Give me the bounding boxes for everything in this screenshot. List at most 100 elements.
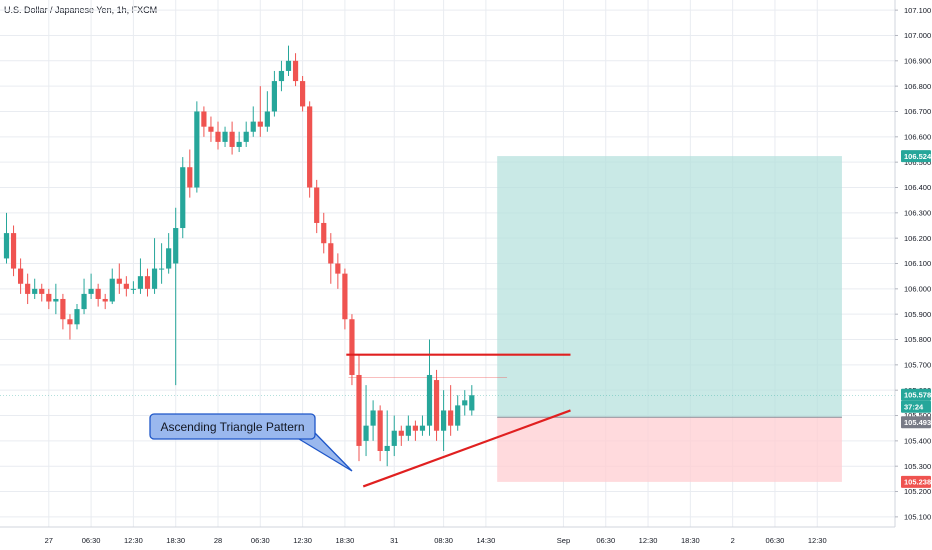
price-tick-label: 105.500 [904,411,931,420]
candle-body [448,410,454,426]
candle-body [236,141,242,147]
candle-body [187,167,193,188]
candle-body [243,131,249,142]
candle-body [67,319,73,325]
support-line [362,409,571,488]
candle-body [180,167,186,229]
bar-countdown-badge: 37:24 [904,402,924,411]
triangle-trendlines[interactable] [346,353,571,488]
candle-body [3,233,10,259]
price-tick-label: 105.300 [904,462,931,471]
candle-body [53,298,59,302]
stop-price-badge-bg [901,475,931,488]
candle-body [81,293,87,310]
time-tick-label: 12:30 [808,536,827,545]
candle-body [391,430,397,446]
time-tick-label: 2 [731,536,735,545]
candle-body [419,425,426,431]
candle-body [314,187,320,223]
candle-body [377,410,383,451]
candles [3,45,475,467]
candle-body [25,283,31,294]
candle-body [201,111,207,127]
candle-body [173,228,179,264]
candle-body [159,268,165,270]
position-zones[interactable] [497,156,842,482]
time-tick-label: Sep [557,536,570,545]
candle-body [32,288,38,294]
time-tick-label: 18:30 [336,536,355,545]
candle-body [292,60,299,82]
bar-countdown-badge-bg [901,400,931,413]
candle-body [116,278,122,284]
candle-body [60,298,66,320]
candle-body [144,276,151,289]
candle-body [250,121,256,132]
candle-body [335,263,341,274]
price-tick-label: 106.600 [904,133,931,142]
price-tick-label: 106.500 [904,158,931,167]
entry-price-badge-bg [901,416,931,429]
price-tick-label: 106.700 [904,107,931,116]
candle-body [398,430,404,436]
time-tick-label: 31 [390,536,398,545]
candle-body [95,288,101,299]
candle-body [208,126,214,132]
profit-zone [497,156,842,418]
candle-body [102,298,108,302]
loss-zone [497,417,842,482]
time-tick-label: 14:30 [477,536,496,545]
candle-body [74,309,80,325]
price-tick-label: 105.800 [904,335,931,344]
time-tick-label: 06:30 [82,536,101,545]
time-axis[interactable] [0,527,895,550]
price-tick-label: 105.100 [904,513,931,522]
candle-body [349,319,355,375]
time-tick-label: 06:30 [251,536,270,545]
time-tick-label: 28 [214,536,222,545]
candle-body [18,268,24,284]
time-tick-label: 08:30 [434,536,453,545]
price-tick-label: 105.900 [904,310,931,319]
candle-body [307,106,313,188]
candle-body [433,380,440,431]
price-axis[interactable] [895,0,932,550]
candle-body [39,288,45,294]
time-tick-label: 18:30 [681,536,700,545]
price-tick-label: 105.700 [904,361,931,370]
pattern-callout[interactable]: Ascending Triangle Pattern [149,413,353,472]
candle-body [222,131,228,142]
candle-body [194,111,200,188]
time-tick-label: 12:30 [124,536,143,545]
candle-body [130,288,136,290]
price-tick-label: 107.000 [904,31,931,40]
candle-body [285,60,292,71]
price-tick-label: 106.000 [904,285,931,294]
candle-body [462,400,468,406]
target-price-badge: 106.524 [904,152,932,161]
candle-body [300,81,306,107]
candle-body [109,278,115,302]
candle-body [257,121,263,127]
callout-box [149,413,316,440]
candle-body [356,374,362,446]
price-tick-label: 106.100 [904,259,931,268]
candle-body [137,276,144,289]
time-tick-labels: 27 06:30 12:30 18:30 28 06:30 12:30 18:30 31 08:3… [45,536,827,545]
price-tick-label: 105.400 [904,437,931,446]
time-tick-label: 18:30 [166,536,185,545]
candle-body [469,395,475,411]
candle-body [10,233,17,269]
candle-body [384,445,390,451]
candle-body [321,222,327,244]
price-badges: 106.524 105.578 37:24 105.493 105.238 [901,150,932,488]
time-tick-label: 12:30 [293,536,312,545]
price-tick-label: 107.100 [904,6,931,15]
candle-body [264,111,270,127]
candle-body [151,268,158,289]
candle-body [278,70,285,82]
time-tick-label: 12:30 [639,536,658,545]
price-tick-label: 106.200 [904,234,931,243]
